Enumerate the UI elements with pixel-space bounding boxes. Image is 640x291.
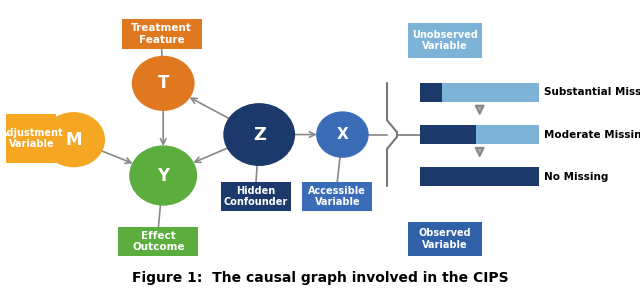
Bar xyxy=(442,83,539,102)
FancyBboxPatch shape xyxy=(408,23,482,58)
Bar xyxy=(420,167,539,187)
Text: Y: Y xyxy=(157,166,169,184)
Text: X: X xyxy=(337,127,348,142)
Text: T: T xyxy=(157,74,169,92)
Text: Adjustment
Variable: Adjustment Variable xyxy=(0,127,63,149)
Ellipse shape xyxy=(130,146,196,205)
Bar xyxy=(420,83,442,102)
FancyBboxPatch shape xyxy=(122,19,202,49)
FancyBboxPatch shape xyxy=(221,182,291,211)
Text: Unobserved
Variable: Unobserved Variable xyxy=(412,30,478,51)
Text: Treatment
Feature: Treatment Feature xyxy=(131,23,192,45)
Text: Substantial Missing: Substantial Missing xyxy=(544,87,640,97)
Text: No Missing: No Missing xyxy=(544,172,609,182)
Text: Accessible
Variable: Accessible Variable xyxy=(308,186,366,207)
Text: Observed
Variable: Observed Variable xyxy=(419,228,472,250)
Text: M: M xyxy=(65,131,82,149)
FancyBboxPatch shape xyxy=(302,182,372,211)
Ellipse shape xyxy=(224,104,294,165)
Ellipse shape xyxy=(317,112,368,157)
Text: Hidden
Confounder: Hidden Confounder xyxy=(224,186,288,207)
Text: Effect
Outcome: Effect Outcome xyxy=(132,231,185,252)
Bar xyxy=(420,125,476,144)
FancyBboxPatch shape xyxy=(408,222,482,256)
FancyBboxPatch shape xyxy=(118,227,198,256)
Ellipse shape xyxy=(132,56,194,110)
Bar xyxy=(476,125,539,144)
FancyBboxPatch shape xyxy=(6,114,56,163)
Text: Figure 1:  The causal graph involved in the CIPS: Figure 1: The causal graph involved in t… xyxy=(132,271,508,285)
Text: Moderate Missing: Moderate Missing xyxy=(544,129,640,140)
Ellipse shape xyxy=(43,113,104,166)
Text: Z: Z xyxy=(253,125,266,143)
